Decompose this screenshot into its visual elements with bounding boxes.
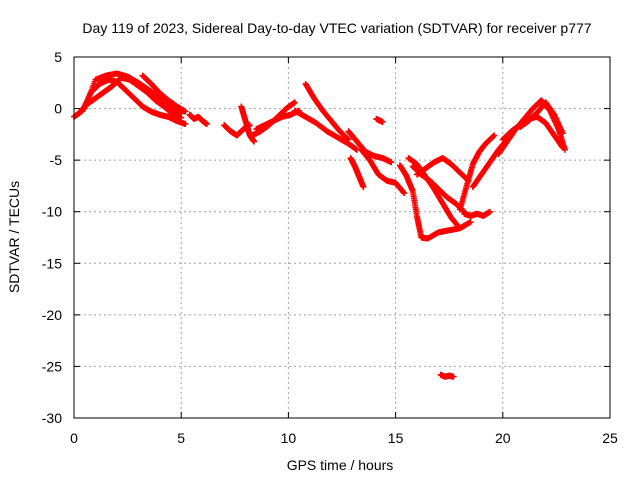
y-tick-labels: 5 0 -5 -10 -15 -20 -25 -30	[42, 49, 62, 426]
series-arc21	[461, 208, 493, 219]
series-arc26	[516, 99, 566, 137]
data-point	[559, 130, 566, 137]
chart-title: Day 119 of 2023, Sidereal Day-to-day VTE…	[82, 20, 591, 36]
x-tick-label: 5	[177, 430, 185, 446]
y-tick-label: 5	[54, 49, 62, 65]
series-arc13	[358, 146, 408, 197]
y-tick-label: -25	[42, 358, 62, 374]
y-tick-label: -15	[42, 255, 62, 271]
x-tick-label: 15	[388, 430, 404, 446]
data-point	[401, 190, 408, 197]
y-tick-label: -30	[42, 410, 62, 426]
data-point	[491, 132, 498, 139]
data-point	[456, 225, 463, 232]
data-point	[467, 219, 474, 226]
x-tick-label: 0	[70, 430, 78, 446]
data-point	[291, 99, 298, 106]
y-axis-label: SDTVAR / TECUs	[6, 181, 22, 293]
series-arc9	[253, 107, 303, 133]
x-axis-label: GPS time / hours	[287, 457, 394, 473]
data-point	[251, 138, 258, 145]
series-arc10	[291, 107, 361, 153]
x-tick-labels: 0 5 10 15 20 25	[70, 430, 618, 446]
y-tick-label: 0	[54, 101, 62, 117]
y-tick-label: -5	[50, 152, 63, 168]
series-arc15	[373, 115, 386, 125]
y-tick-label: -20	[42, 307, 62, 323]
series-arc4	[139, 72, 189, 115]
data-point	[450, 373, 457, 380]
series-arc5	[186, 111, 210, 128]
series-arc6	[221, 122, 253, 139]
data-points	[71, 70, 568, 380]
series-arc14	[347, 155, 367, 190]
y-tick-label: -10	[42, 204, 62, 220]
data-point	[182, 121, 189, 128]
x-tick-label: 10	[281, 430, 297, 446]
x-tick-label: 20	[495, 430, 511, 446]
data-point	[379, 118, 386, 125]
data-point	[182, 108, 189, 115]
plot-frame	[73, 56, 611, 419]
data-point	[345, 136, 352, 143]
series-arc7	[238, 103, 258, 145]
data-point	[486, 208, 493, 215]
axis-ticks	[73, 56, 611, 419]
data-point	[360, 183, 367, 190]
data-point	[388, 159, 395, 166]
series-arc19	[414, 155, 472, 184]
data-point	[203, 121, 210, 128]
data-point	[559, 144, 566, 151]
x-tick-label: 25	[602, 430, 618, 446]
series-arc11	[302, 80, 352, 143]
series-arc20	[456, 132, 498, 213]
series-arc23	[437, 371, 457, 380]
series-arc18	[405, 155, 463, 232]
